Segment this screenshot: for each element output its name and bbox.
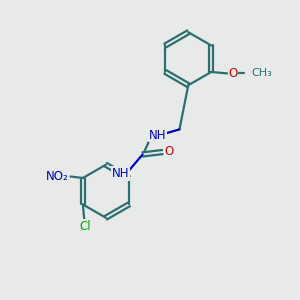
Text: Cl: Cl <box>80 220 91 233</box>
Text: NH: NH <box>148 129 166 142</box>
Text: NO₂: NO₂ <box>46 170 69 183</box>
Text: NH: NH <box>112 167 129 180</box>
Text: O: O <box>228 67 237 80</box>
Text: O: O <box>164 145 174 158</box>
Text: CH₃: CH₃ <box>252 68 273 78</box>
